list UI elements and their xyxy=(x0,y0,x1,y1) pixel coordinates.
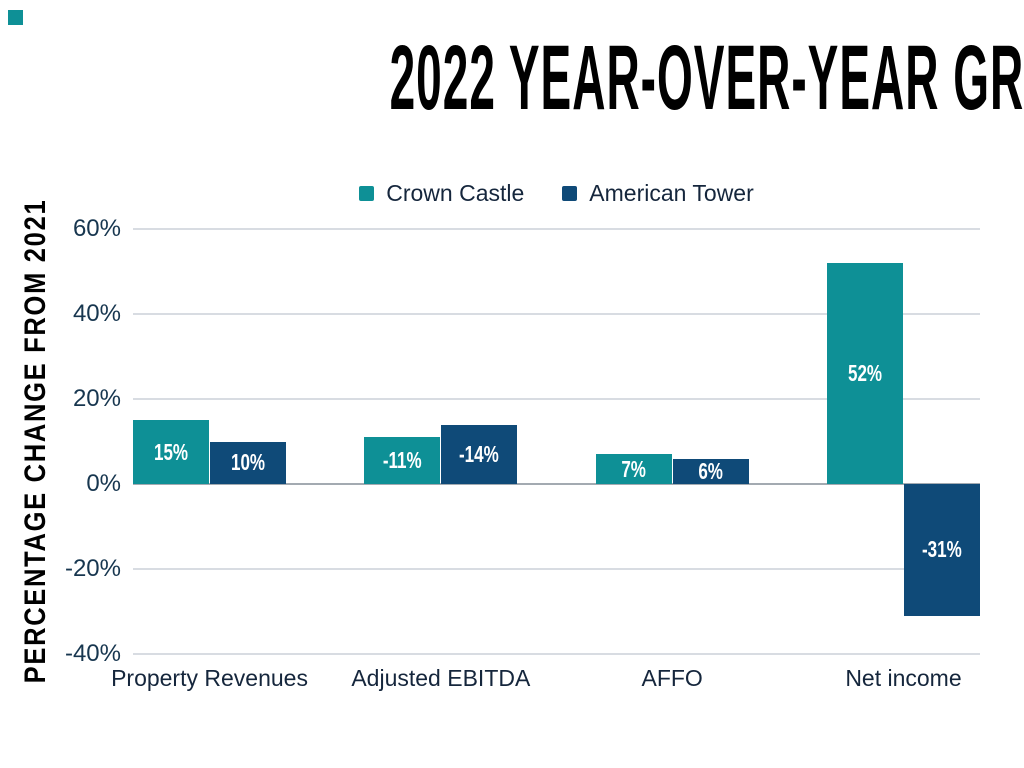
gridline--40 xyxy=(133,653,980,655)
legend-swatch-icon xyxy=(562,185,578,201)
zero-axis-line xyxy=(133,483,980,485)
x-category-1: Adjusted EBITDA xyxy=(351,663,530,693)
bar-group-0: 15% 10% xyxy=(133,229,286,654)
y-tick-label--40: -40% xyxy=(64,640,121,667)
legend-swatch-icon xyxy=(359,185,375,201)
bar-crown-castle-1: -11% xyxy=(364,437,441,484)
bar-group-2: 7% 6% xyxy=(595,229,749,654)
x-category-label: Adjusted EBITDA xyxy=(351,664,531,691)
x-category-label: Net income xyxy=(845,664,962,691)
bar-crown-castle-3: 52% xyxy=(826,263,903,484)
bar-group-1: -11% -14% xyxy=(364,229,518,654)
bar-value-label: -31% xyxy=(922,536,962,563)
bar-value-label: -14% xyxy=(459,440,500,467)
bar-value-label: 10% xyxy=(230,449,266,476)
bar-crown-castle-0: 15% xyxy=(133,420,209,484)
bar-value-label: -11% xyxy=(382,447,422,474)
teal-accent-square xyxy=(8,10,23,25)
y-axis-title: PERCENTAGE CHANGE FROM 2021 xyxy=(19,198,52,684)
x-category-0: Property Revenues xyxy=(111,663,308,693)
gridline--20 xyxy=(133,568,980,570)
bar-value-label: 15% xyxy=(153,438,189,465)
legend-item-american-tower: American Tower xyxy=(562,179,754,207)
bar-american-tower-3: -31% xyxy=(903,484,980,616)
bars-layer: 15% 10% -11% -14% 7% 6% 52% -31% xyxy=(133,229,980,654)
y-tick-label-20: 20% xyxy=(72,385,121,412)
bar-value-label: 7% xyxy=(621,455,646,482)
gridline-20 xyxy=(133,398,980,400)
y-tick-label-60: 60% xyxy=(72,215,121,242)
bar-crown-castle-2: 7% xyxy=(595,454,672,484)
y-tick-label-0: 0% xyxy=(86,470,121,497)
bar-american-tower-1: -14% xyxy=(441,424,518,484)
legend-item-crown-castle: Crown Castle xyxy=(359,180,524,207)
bar-value-label: 52% xyxy=(847,360,883,386)
y-tick-label--20: -20% xyxy=(64,555,121,582)
legend-label: American Tower xyxy=(589,179,754,206)
gridline-40 xyxy=(133,313,980,315)
chart-title: 2022 YEAR-OVER-YEAR GROWTH xyxy=(389,27,1024,129)
x-axis-category-labels: Property Revenues Adjusted EBITDA AFFO Net … xyxy=(111,663,980,693)
gridline-60 xyxy=(133,228,980,230)
legend-label: Crown Castle xyxy=(386,179,525,206)
legend: Crown Castle American Tower xyxy=(133,179,980,207)
x-category-2: AFFO xyxy=(596,663,749,693)
chart-title-wrap: 2022 YEAR-OVER-YEAR GROWTH xyxy=(0,27,1024,129)
x-category-label: AFFO xyxy=(641,664,703,691)
bar-group-3: 52% -31% xyxy=(826,229,980,654)
x-category-label: Property Revenues xyxy=(111,664,308,691)
y-tick-label-40: 40% xyxy=(72,300,121,327)
bar-american-tower-2: 6% xyxy=(672,457,749,484)
plot-area: 15% 10% -11% -14% 7% 6% 52% -31% xyxy=(133,228,980,655)
x-category-3: Net income xyxy=(827,663,980,693)
bar-american-tower-0: 10% xyxy=(210,441,286,484)
bar-value-label: 6% xyxy=(698,457,723,484)
